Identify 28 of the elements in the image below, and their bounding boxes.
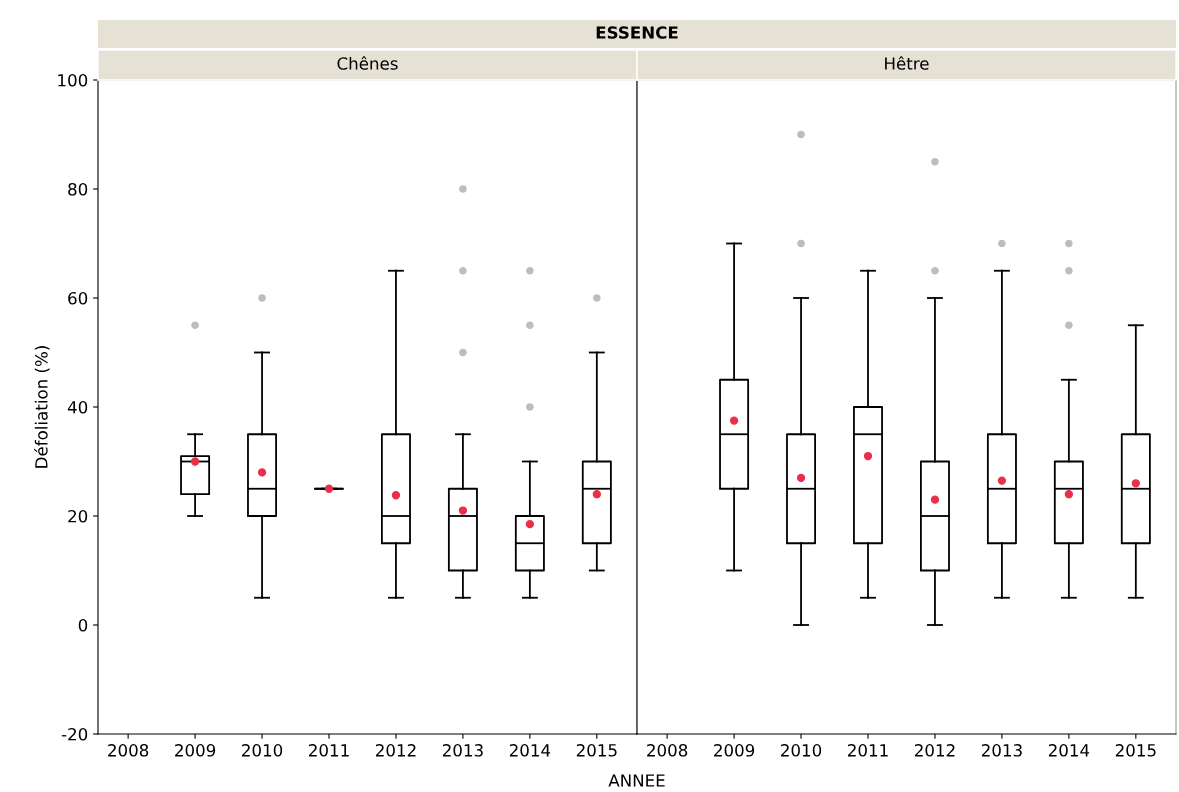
x-axis-title: ANNEE — [608, 774, 665, 787]
y-axis-title: Défoliation (%) — [34, 346, 50, 468]
x-tick-label: 2013 — [442, 744, 483, 757]
y-tick-label: 80 — [68, 182, 88, 196]
chart-title: Chênes — [337, 56, 398, 70]
text: ESSENCE — [596, 26, 678, 39]
y-tick-label: 60 — [68, 291, 88, 305]
x-tick-label: 2010 — [242, 744, 283, 757]
x-tick-label: 2012 — [375, 744, 416, 757]
x-tick-label: 2011 — [309, 744, 349, 757]
x-tick-label: 2015 — [576, 744, 617, 757]
x-tick-label: 2014 — [1048, 744, 1090, 757]
x-tick-label: 2015 — [1115, 744, 1156, 757]
x-tick-label: 2010 — [781, 744, 822, 757]
x-tick-label: 2012 — [914, 744, 955, 757]
y-tick-label: 100 — [58, 73, 88, 87]
x-tick-label: 2008 — [647, 744, 688, 757]
x-tick-label: 2013 — [981, 744, 1022, 757]
x-tick-label: 2009 — [175, 744, 216, 757]
y-tick-label: -20 — [61, 727, 88, 741]
y-tick-label: 40 — [67, 400, 88, 414]
x-tick-label: 2008 — [108, 744, 149, 757]
y-tick-label: 20 — [68, 509, 88, 523]
chart-title: Hêtre — [885, 56, 929, 70]
x-tick-label: 2011 — [848, 744, 888, 757]
y-tick-label: 0 — [78, 618, 88, 632]
x-tick-label: 2009 — [714, 744, 755, 757]
x-tick-label: 2014 — [509, 744, 551, 757]
